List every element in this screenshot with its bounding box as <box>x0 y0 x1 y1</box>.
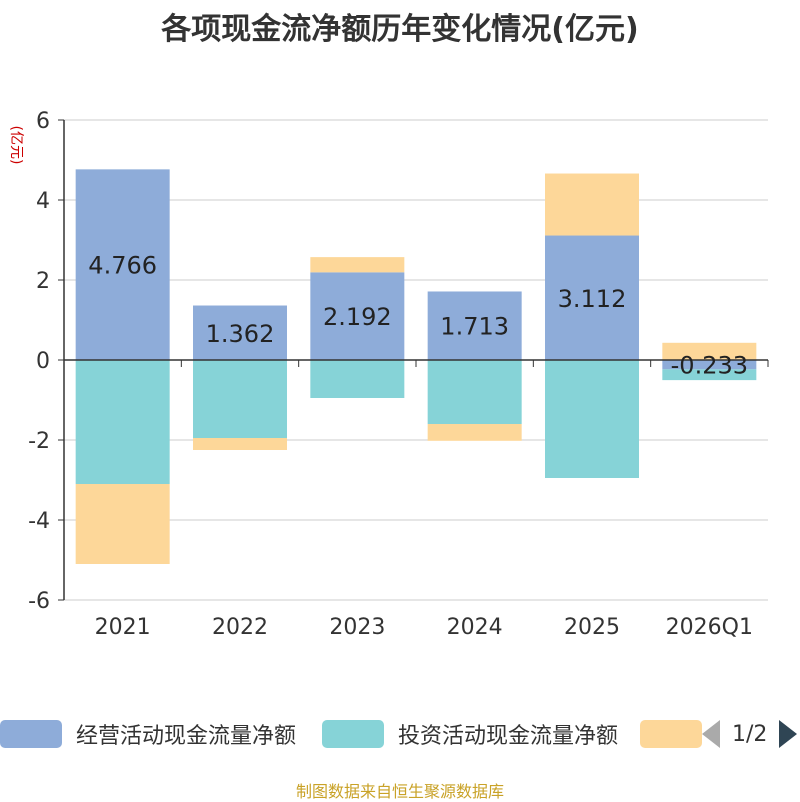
source-note: 制图数据来自恒生聚源数据库 <box>295 782 504 801</box>
legend-pager: 1/2 <box>702 716 798 752</box>
bar-series2-2021[interactable] <box>75 360 170 484</box>
bar-series2-2022[interactable] <box>193 360 287 438</box>
x-tick-label: 2023 <box>329 615 385 640</box>
legend-item-3[interactable] <box>640 716 702 752</box>
x-tick-label: 2024 <box>447 615 503 640</box>
data-label: 1.713 <box>440 313 509 341</box>
legend-item-1[interactable]: 经营活动现金流量净额 <box>0 716 296 752</box>
bar-series1-2026Q1[interactable] <box>662 360 757 370</box>
bar-series1-2025[interactable] <box>545 235 639 360</box>
bar-series3-2021[interactable] <box>75 484 170 564</box>
legend-swatch <box>640 720 702 748</box>
bar-series2-2026Q1[interactable] <box>662 369 757 381</box>
y-tick-label: -4 <box>28 509 50 534</box>
bar-series3-2023[interactable] <box>310 257 405 273</box>
x-tick-label: 2025 <box>564 615 620 640</box>
x-tick-label: 2026Q1 <box>666 615 753 640</box>
bar-series1-2022[interactable] <box>193 305 287 360</box>
legend-prev-icon[interactable] <box>702 720 720 748</box>
bar-series3-2025[interactable] <box>545 173 639 236</box>
bar-series3-2026Q1[interactable] <box>662 342 757 360</box>
y-tick-label: -6 <box>28 589 50 614</box>
legend-page-indicator: 1/2 <box>732 721 768 747</box>
data-label: 3.112 <box>558 285 627 313</box>
data-label: 4.766 <box>88 252 157 280</box>
legend-swatch <box>0 720 62 748</box>
legend-swatch <box>322 720 384 748</box>
x-tick-label: 2022 <box>212 615 268 640</box>
bar-series2-2023[interactable] <box>310 360 405 398</box>
data-label: -0.233 <box>671 352 748 380</box>
y-tick-label: -2 <box>28 429 50 454</box>
legend-item-2[interactable]: 投资活动现金流量净额 <box>322 716 618 752</box>
bar-series3-2024[interactable] <box>427 424 522 441</box>
bar-series3-2022[interactable] <box>193 438 287 450</box>
y-tick-label: 2 <box>36 269 50 294</box>
bar-series1-2024[interactable] <box>427 291 522 360</box>
y-tick-label: 0 <box>36 349 50 374</box>
bar-series1-2021[interactable] <box>75 169 170 360</box>
axes: -6 -4 -2 0 2 4 6 2021 2022 2023 2024 2025 2026Q1 <box>28 109 769 640</box>
data-label: 2.192 <box>323 303 392 331</box>
bar-series2-2024[interactable] <box>427 360 522 424</box>
legend-label: 经营活动现金流量净额 <box>76 724 297 749</box>
cash-flow-chart: -6 -4 -2 0 2 4 6 2021 2022 2023 2024 2025 2026Q1 4.7… <box>8 109 769 640</box>
data-label: 1.362 <box>206 320 275 348</box>
y-axis-title: (亿元) <box>8 126 24 165</box>
bar-series2-2025[interactable] <box>545 360 639 478</box>
legend-label: 投资活动现金流量净额 <box>398 724 619 749</box>
legend: 经营活动现金流量净额 投资活动现金流量净额 <box>0 716 800 752</box>
chart-title: 各项现金流净额历年变化情况(亿元) <box>161 12 639 47</box>
legend-next-icon[interactable] <box>779 720 798 748</box>
x-tick-label: 2021 <box>95 615 151 640</box>
bars <box>75 169 757 564</box>
bar-series1-2023[interactable] <box>310 272 405 360</box>
data-labels: 4.766 1.362 2.192 1.713 3.112 -0.233 <box>88 252 748 380</box>
y-tick-label: 4 <box>36 189 50 214</box>
y-tick-label: 6 <box>36 109 50 134</box>
